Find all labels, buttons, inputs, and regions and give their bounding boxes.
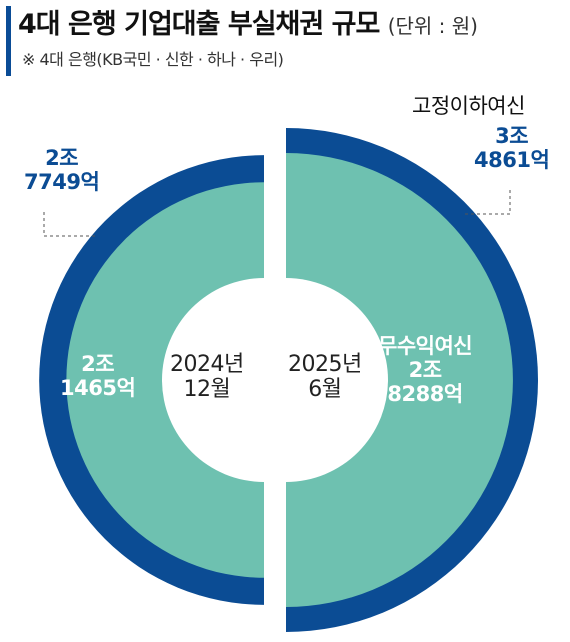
right-period-line1: 2025년 <box>288 352 362 377</box>
left-center-hole <box>162 278 264 482</box>
unit-label: (단위 : 원) <box>387 14 478 38</box>
legend-inner-series: 무수익여신 <box>378 334 473 358</box>
left-period-label: 2024년 12월 <box>170 352 244 403</box>
right-period-line2: 6월 <box>308 377 342 403</box>
left-outer-value-line2: 7749억 <box>24 170 100 195</box>
leader-lines <box>43 190 511 237</box>
left-inner-value-line1: 2조 <box>81 352 115 376</box>
right-inner-fill <box>286 152 513 608</box>
right-inner-label: 무수익여신 2조 8288억 <box>378 334 473 407</box>
left-inner-value-line2: 1465억 <box>60 376 136 401</box>
right-outer-value-line2: 4861억 <box>474 148 550 173</box>
right-inner-value-line1: 2조 <box>408 358 442 383</box>
chart-subtitle: ※ 4대 은행(KB국민 · 신한 · 하나 · 우리) <box>22 50 284 69</box>
right-leader-line <box>462 190 511 215</box>
left-period-line1: 2024년 <box>170 352 244 377</box>
left-period-line2: 12월 <box>183 377 231 403</box>
left-half-2024 <box>39 155 265 605</box>
right-outer-value-line1: 3조 <box>495 124 529 148</box>
left-inner-value: 2조 1465억 <box>60 352 136 401</box>
legend-outer-series: 고정이하여신 <box>412 94 525 118</box>
chart-title: 4대 은행 기업대출 부실채권 규모 (단위 : 원) <box>18 2 478 41</box>
right-outer-value: 3조 4861억 <box>474 124 550 173</box>
left-leader-line <box>43 212 96 237</box>
right-inner-value-line2: 8288억 <box>387 382 463 407</box>
left-outer-value-line1: 2조 <box>45 146 79 170</box>
accent-bar <box>6 6 11 76</box>
right-period-label: 2025년 6월 <box>288 352 362 403</box>
left-outer-value: 2조 7749억 <box>24 146 100 195</box>
right-half-2025 <box>286 128 538 632</box>
right-center-hole <box>286 278 388 482</box>
chart-title-text: 4대 은행 기업대출 부실채권 규모 <box>18 9 380 40</box>
